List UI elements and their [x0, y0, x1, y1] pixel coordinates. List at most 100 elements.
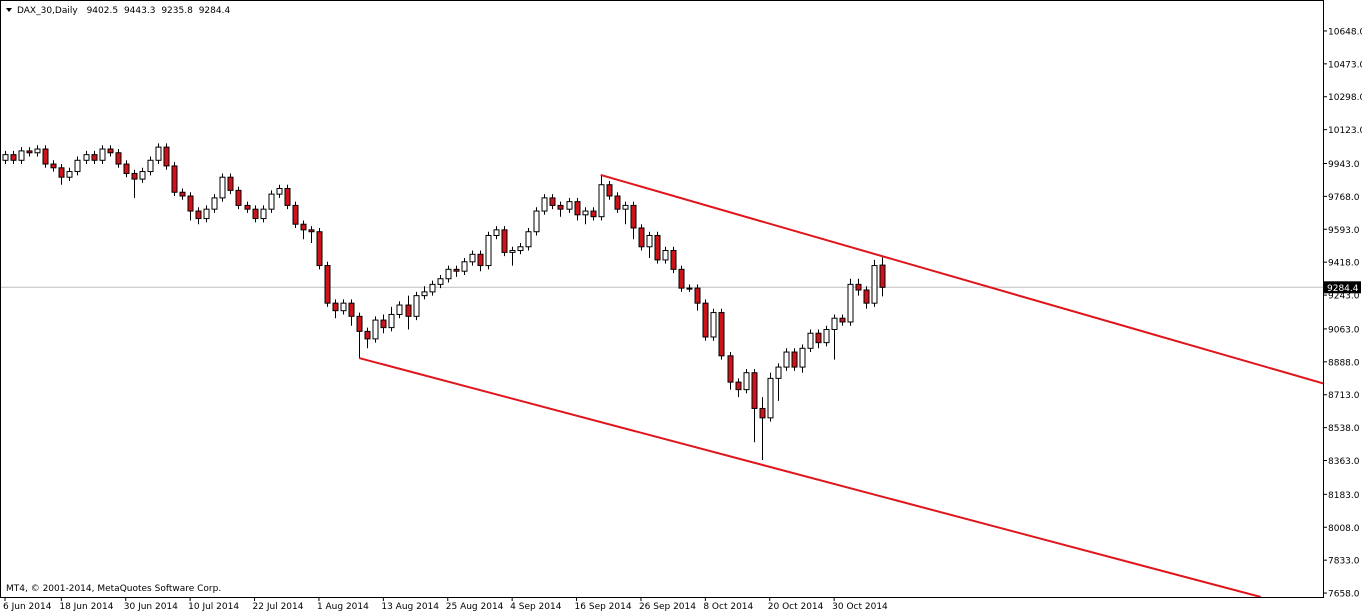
candle-body [348, 302, 355, 317]
candle-body [324, 265, 331, 304]
candle-body [775, 366, 782, 379]
candle-body [686, 287, 693, 290]
candle-body [815, 332, 822, 344]
candle-body [799, 347, 806, 368]
candle-body [244, 204, 251, 210]
candle-body [203, 208, 210, 220]
candle-body [622, 204, 629, 210]
candle-body [477, 253, 484, 267]
candle-body [34, 148, 41, 154]
y-tick-label: 7658.0 [1328, 590, 1360, 600]
candle-body [131, 172, 138, 180]
x-tick-label: 30 Oct 2014 [832, 602, 888, 612]
candle-body [292, 204, 299, 225]
y-tick-label: 9593.0 [1328, 226, 1360, 236]
y-tick-label: 10298.0 [1328, 93, 1362, 103]
candle-body [83, 154, 90, 161]
x-tick-label: 1 Aug 2014 [317, 602, 369, 612]
candle-body [549, 197, 556, 206]
watermark: MT4, © 2001-2014, MetaQuotes Software Co… [6, 584, 221, 594]
chart-header: DAX_30,Daily 9402.5 9443.3 9235.8 9284.4 [17, 6, 230, 16]
candle-body [316, 231, 323, 267]
candle-body [566, 201, 573, 210]
candle-body [155, 146, 162, 161]
y-tick-label: 8363.0 [1328, 457, 1360, 467]
y-tick-label: 9943.0 [1328, 160, 1360, 170]
candle-body [855, 283, 862, 291]
x-tick-label: 26 Sep 2014 [639, 602, 696, 612]
candle-body [662, 250, 669, 261]
candle-body [783, 351, 790, 368]
candle-body [421, 291, 428, 297]
header-open: 9402.5 [87, 6, 119, 16]
candle-body [42, 148, 49, 165]
header-low: 9235.8 [161, 6, 193, 16]
y-tick-label: 8713.0 [1328, 391, 1360, 401]
menu-arrow[interactable] [6, 8, 12, 12]
candle-body [493, 229, 500, 236]
candle-body [751, 372, 758, 409]
header-close: 9284.4 [199, 6, 231, 16]
y-tick-label: 10473.0 [1328, 60, 1362, 70]
candle-body [767, 377, 774, 419]
candle-body [300, 223, 307, 231]
candle-body [831, 317, 838, 330]
candle-body [227, 176, 234, 191]
last-price-label: 9284.4 [1327, 284, 1359, 294]
x-tick-label: 22 Jul 2014 [253, 602, 304, 612]
candle-body [638, 227, 645, 248]
candle-body [10, 154, 17, 161]
candle-body [461, 261, 468, 272]
y-tick-label: 8538.0 [1328, 424, 1360, 434]
candle-body [260, 208, 267, 220]
candle-body [743, 372, 750, 391]
candle-body [276, 187, 283, 195]
y-tick-label: 9063.0 [1328, 325, 1360, 335]
candle-body [735, 381, 742, 391]
x-tick-label: 4 Sep 2014 [510, 602, 562, 612]
candle-body [630, 204, 637, 229]
candle-body [606, 184, 613, 197]
candle-body [171, 165, 178, 193]
x-tick-label: 20 Oct 2014 [768, 602, 824, 612]
candle-body [308, 229, 315, 233]
candle-body [50, 163, 57, 169]
candle-body [364, 330, 371, 340]
candle-body [445, 268, 452, 280]
candle-body [582, 210, 589, 216]
x-tick-label: 6 Jun 2014 [3, 602, 52, 612]
candle-body [791, 351, 798, 368]
candle-body [187, 195, 194, 212]
candle-body [252, 208, 259, 220]
candle-body [211, 197, 218, 210]
candle-body [718, 312, 725, 357]
candle-body [413, 295, 420, 317]
candle-body [195, 210, 202, 220]
x-tick-label: 18 Jun 2014 [59, 602, 113, 612]
y-tick-label: 7833.0 [1328, 557, 1360, 567]
candle-body [284, 187, 291, 206]
y-tick-label: 10648.0 [1328, 27, 1362, 37]
candle-body [759, 407, 766, 419]
candle-body [823, 328, 830, 344]
y-tick-label: 9418.0 [1328, 259, 1360, 269]
candle-body [58, 167, 65, 178]
candle-body [694, 287, 701, 304]
candle-body [219, 176, 226, 199]
candle-body [598, 184, 605, 218]
candle-body [405, 304, 412, 317]
candle-body [115, 152, 122, 165]
candle-body [332, 302, 339, 312]
candle-body [99, 148, 106, 161]
y-tick-label: 8888.0 [1328, 358, 1360, 368]
plot-area [1, 143, 1323, 597]
y-tick-label: 8183.0 [1328, 491, 1360, 501]
trendline [358, 357, 1262, 597]
candle-body [525, 231, 532, 248]
x-tick-label: 30 Jun 2014 [124, 602, 178, 612]
candle-body [702, 302, 709, 338]
candle-body [871, 265, 878, 304]
candle-body [879, 264, 886, 288]
x-tick-label: 16 Sep 2014 [575, 602, 632, 612]
